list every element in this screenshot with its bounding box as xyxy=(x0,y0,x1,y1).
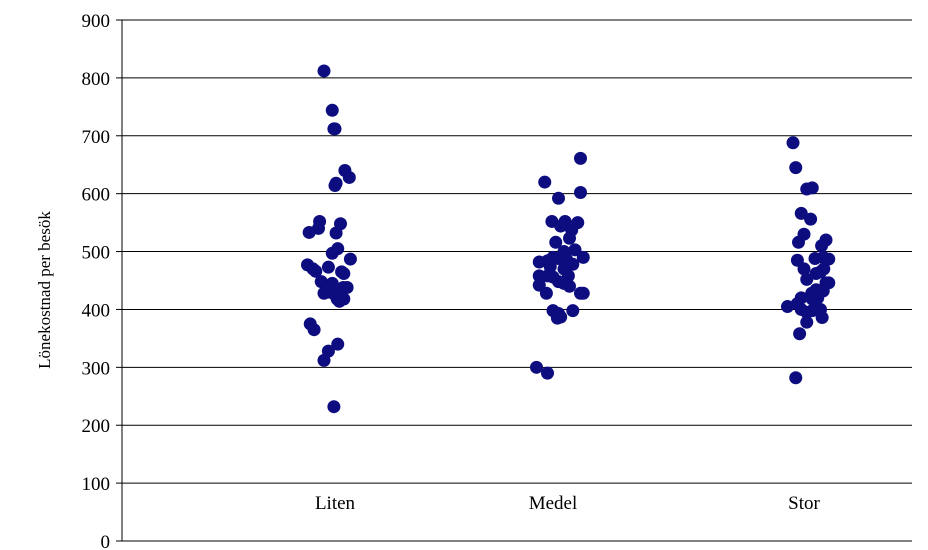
data-point xyxy=(781,300,794,314)
category-labels: Liten Medel Stor xyxy=(315,493,821,514)
data-point xyxy=(325,103,339,117)
data-point xyxy=(530,360,543,374)
data-point xyxy=(327,400,341,414)
data-point xyxy=(329,226,343,240)
data-point xyxy=(568,243,582,257)
data-point xyxy=(792,235,805,249)
data-point xyxy=(574,186,587,200)
category-label: Medel xyxy=(529,493,578,514)
data-point xyxy=(563,231,576,245)
data-point xyxy=(317,353,331,367)
data-point xyxy=(539,286,553,300)
data-point xyxy=(566,257,580,271)
y-tick-label: 600 xyxy=(82,185,111,206)
data-point xyxy=(317,286,331,300)
data-point xyxy=(793,327,807,341)
data-point xyxy=(789,371,803,385)
y-tick-label: 200 xyxy=(82,416,111,437)
category-label: Stor xyxy=(788,493,820,514)
data-point xyxy=(331,337,345,351)
data-point xyxy=(302,225,316,239)
data-point xyxy=(343,252,357,266)
data-point xyxy=(566,304,580,318)
data-point xyxy=(549,235,563,249)
data-point xyxy=(307,323,321,337)
data-point xyxy=(809,300,823,314)
data-point xyxy=(340,280,354,294)
data-points xyxy=(301,64,836,414)
data-point xyxy=(789,161,803,175)
data-point xyxy=(337,267,351,281)
data-point xyxy=(800,315,814,329)
data-point xyxy=(800,272,814,286)
y-tick-label: 300 xyxy=(82,358,111,379)
data-point xyxy=(328,122,342,136)
y-tick-label: 500 xyxy=(82,243,111,264)
data-point xyxy=(554,310,568,324)
y-tick-label: 100 xyxy=(82,474,111,495)
data-point xyxy=(817,262,831,276)
data-point xyxy=(317,64,331,78)
data-point xyxy=(342,170,356,184)
data-point xyxy=(797,262,811,276)
gridlines xyxy=(122,19,912,484)
data-point xyxy=(552,191,565,205)
y-tick-label: 800 xyxy=(82,69,111,90)
data-point xyxy=(563,279,576,293)
data-point xyxy=(554,219,568,233)
axes xyxy=(116,19,912,542)
data-point xyxy=(314,275,328,289)
data-point xyxy=(794,206,808,220)
data-point xyxy=(805,181,819,195)
data-point xyxy=(804,212,818,226)
data-point xyxy=(541,366,554,380)
data-point xyxy=(822,252,836,266)
data-point xyxy=(574,151,587,165)
data-point xyxy=(309,264,323,278)
y-tick-label: 0 xyxy=(101,532,111,550)
data-point xyxy=(576,250,590,264)
data-point xyxy=(321,260,335,274)
data-point xyxy=(328,179,342,193)
y-axis-title: Lönekostnad per besök xyxy=(35,211,54,369)
data-point xyxy=(815,239,829,253)
y-tick-labels: 0 100 200 300 400 500 600 700 800 900 xyxy=(82,11,111,550)
y-tick-label: 900 xyxy=(82,11,111,32)
data-point xyxy=(325,246,339,260)
data-point xyxy=(576,286,590,300)
category-label: Liten xyxy=(315,493,356,514)
y-tick-label: 400 xyxy=(82,300,111,321)
y-tick-label: 700 xyxy=(82,127,111,148)
data-point xyxy=(815,311,829,325)
data-point xyxy=(332,294,346,308)
data-point xyxy=(538,175,552,189)
data-point xyxy=(786,136,800,150)
